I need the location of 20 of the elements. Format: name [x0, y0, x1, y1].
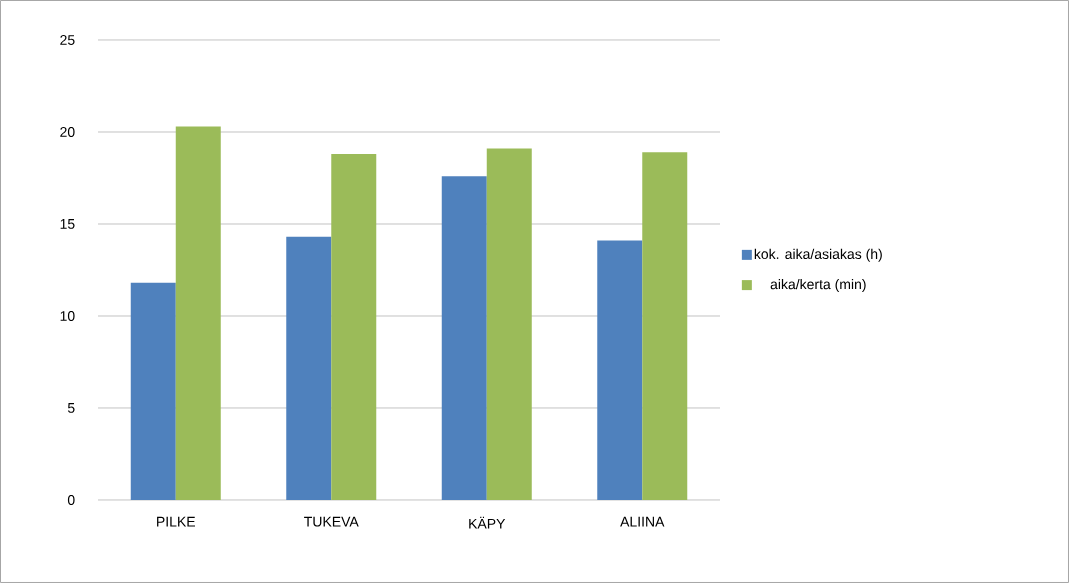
y-tick-label: 5 — [67, 403, 75, 413]
bar — [331, 154, 377, 500]
y-tick-label: 20 — [60, 127, 75, 137]
y-tick-label: 0 — [67, 495, 75, 505]
bar — [130, 282, 176, 500]
bar — [286, 236, 332, 500]
y-tick-label: 25 — [60, 35, 75, 45]
legend-label: kok. aika/asiakas (h) — [754, 248, 882, 262]
y-tick-label: 10 — [60, 311, 75, 321]
bar — [642, 152, 688, 500]
bar — [486, 148, 532, 500]
x-tick-label: PILKE — [157, 516, 195, 527]
y-tick-label: 15 — [60, 219, 75, 229]
bar — [597, 240, 643, 500]
legend-label: aika/kerta (min) — [770, 278, 866, 293]
x-tick-label: TUKEVA — [304, 516, 359, 527]
bar — [175, 126, 221, 500]
bar — [441, 176, 487, 500]
x-tick-label: KÄPY — [469, 516, 506, 529]
x-tick-label: ALIINA — [620, 516, 665, 527]
